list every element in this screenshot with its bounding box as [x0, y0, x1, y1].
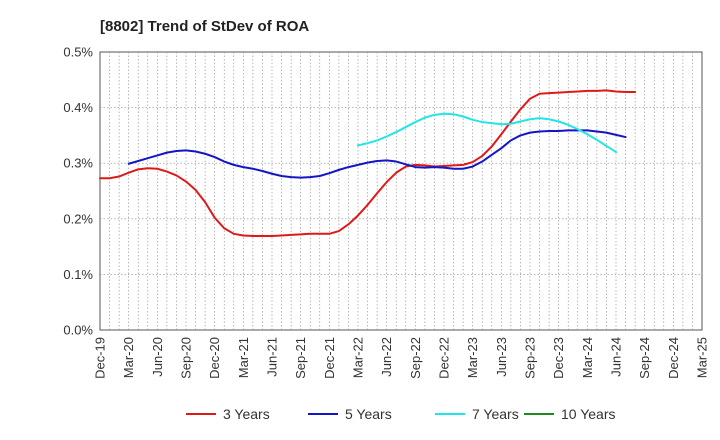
- y-tick-label: 0.1%: [63, 267, 93, 282]
- y-tick-label: 0.5%: [63, 45, 93, 60]
- x-tick-label: Jun-21: [265, 337, 280, 377]
- x-tick-label: Dec-19: [93, 337, 108, 379]
- x-tick-label: Jun-24: [609, 337, 624, 377]
- x-tick-label: Mar-23: [465, 337, 480, 378]
- y-tick-label: 0.0%: [63, 323, 93, 338]
- x-tick-label: Sep-24: [637, 337, 652, 379]
- x-tick-label: Dec-22: [437, 337, 452, 379]
- legend-label: 5 Years: [345, 406, 392, 422]
- series-lines: [99, 89, 637, 238]
- legend-label: 3 Years: [223, 406, 270, 422]
- legend-label: 10 Years: [561, 406, 616, 422]
- legend: 3 Years 5 Years 7 Years 10 Years: [186, 406, 616, 422]
- x-tick-label: Sep-20: [179, 337, 194, 379]
- x-tick-label: Mar-25: [695, 337, 710, 378]
- x-tick-label: Jun-23: [494, 337, 509, 377]
- plot-area: [99, 51, 703, 331]
- y-axis-ticks: 0.0% 0.1% 0.2% 0.3% 0.4% 0.5%: [63, 45, 93, 338]
- x-tick-label: Sep-22: [408, 337, 423, 379]
- y-tick-label: 0.4%: [63, 100, 93, 115]
- legend-label: 7 Years: [472, 406, 519, 422]
- x-tick-label: Jun-22: [379, 337, 394, 377]
- grid: [100, 52, 702, 330]
- series-line: [357, 112, 617, 154]
- x-axis-ticks: Dec-19 Mar-20 Jun-20 Sep-20 Dec-20 Mar-21 Jun-…: [93, 337, 710, 379]
- x-tick-label: Jun-20: [150, 337, 165, 377]
- y-tick-label: 0.2%: [63, 211, 93, 226]
- plot-frame: [99, 51, 703, 331]
- x-tick-label: Dec-23: [551, 337, 566, 379]
- x-tick-label: Dec-21: [322, 337, 337, 379]
- x-tick-label: Mar-24: [580, 337, 595, 378]
- x-tick-label: Sep-23: [523, 337, 538, 379]
- y-tick-label: 0.3%: [63, 156, 93, 171]
- x-tick-label: Mar-22: [351, 337, 366, 378]
- x-tick-label: Dec-24: [666, 337, 681, 379]
- series-line: [99, 89, 637, 238]
- x-tick-label: Mar-20: [121, 337, 136, 378]
- x-tick-label: Dec-20: [207, 337, 222, 379]
- chart-title: [8802] Trend of StDev of ROA: [100, 18, 309, 35]
- x-tick-label: Mar-21: [236, 337, 251, 378]
- series-line: [127, 129, 627, 179]
- x-tick-label: Sep-21: [293, 337, 308, 379]
